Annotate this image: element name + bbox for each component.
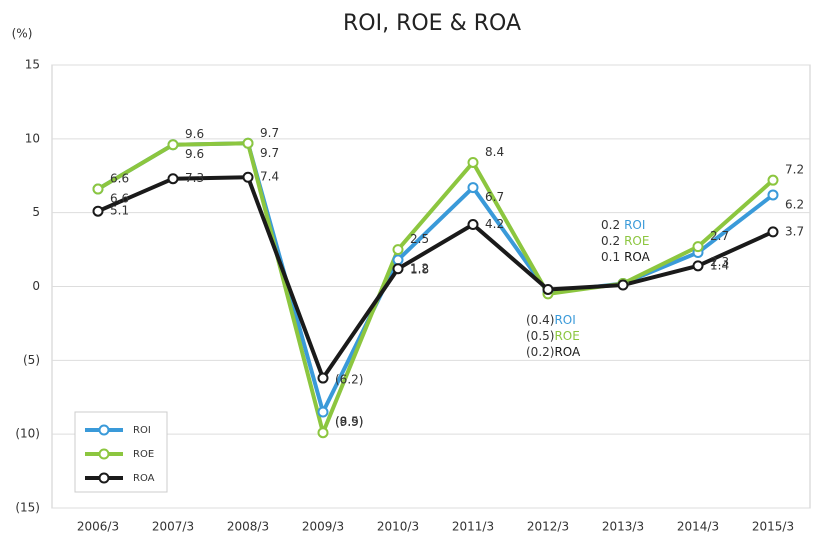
- data-label: (9.9): [335, 415, 363, 429]
- data-label-series: ROA: [554, 345, 581, 359]
- point: [392, 263, 404, 275]
- point: [317, 372, 329, 384]
- data-label: (0.2)ROA: [526, 345, 581, 359]
- data-label: (0.5)ROE: [526, 329, 580, 343]
- series-line: [97, 175, 774, 381]
- point: [317, 427, 329, 439]
- data-label-value: (0.5): [526, 329, 554, 343]
- y-tick-label: 10: [25, 131, 40, 145]
- data-label: 1.2: [410, 261, 429, 275]
- x-tick-label: 2007/3: [152, 520, 194, 534]
- series-line: [96, 141, 775, 435]
- data-label: 2.7: [710, 229, 729, 243]
- point: [467, 218, 479, 230]
- point: [242, 171, 254, 183]
- legend-label: ROE: [133, 449, 154, 460]
- legend-marker: [98, 424, 110, 436]
- chart-title: ROI, ROE & ROA: [343, 11, 521, 36]
- data-label: 6.2: [785, 197, 804, 211]
- data-label: 4.2: [485, 217, 504, 231]
- x-tick-label: 2013/3: [602, 520, 644, 534]
- data-label: 9.6: [185, 147, 204, 161]
- legend-marker: [98, 472, 110, 484]
- data-label: 9.7: [260, 146, 279, 160]
- legend-label: ROA: [133, 473, 155, 484]
- point: [767, 226, 779, 238]
- data-label-value: 0.2: [601, 234, 620, 248]
- point: [767, 174, 779, 186]
- data-label-value: (0.2): [526, 345, 554, 359]
- data-label-value: 0.1: [601, 250, 620, 264]
- data-label: 7.3: [185, 171, 204, 185]
- point: [92, 183, 104, 195]
- legend-label: ROI: [133, 425, 151, 436]
- data-label-series: ROI: [554, 313, 575, 327]
- data-label-series: ROE: [554, 329, 579, 343]
- data-label: 0.1 ROA: [601, 250, 651, 264]
- x-tick-label: 2012/3: [527, 520, 569, 534]
- data-label: 2.3: [710, 255, 729, 269]
- point: [467, 182, 479, 194]
- x-tick-label: 2010/3: [377, 520, 419, 534]
- data-label: 7.2: [785, 163, 804, 177]
- x-tick-label: 2015/3: [752, 520, 794, 534]
- data-label-series: ROE: [624, 234, 649, 248]
- data-label: 5.1: [110, 204, 129, 218]
- data-label-value: (0.4): [526, 313, 554, 327]
- data-label-value: 0.2: [601, 218, 620, 232]
- data-label: 0.2 ROE: [601, 234, 649, 248]
- point: [767, 189, 779, 201]
- x-tick-label: 2006/3: [77, 520, 119, 534]
- data-label: 7.4: [260, 170, 279, 184]
- data-label: 1.4: [710, 258, 729, 272]
- point: [317, 406, 329, 418]
- data-label: 1.8: [410, 262, 429, 276]
- data-label: (0.4)ROI: [526, 313, 576, 327]
- point: [692, 241, 704, 253]
- x-tick-label: 2008/3: [227, 520, 269, 534]
- data-label: (6.2): [335, 373, 363, 387]
- data-label: 9.6: [185, 127, 204, 141]
- point: [92, 205, 104, 217]
- data-label: (8.5): [335, 415, 363, 429]
- point: [167, 173, 179, 185]
- data-label: 6.6: [110, 172, 129, 186]
- point: [167, 139, 179, 151]
- data-label: 2.5: [410, 232, 429, 246]
- point: [617, 279, 629, 291]
- point: [692, 260, 704, 272]
- y-tick-label: 5: [32, 205, 40, 219]
- y-tick-label: (10): [15, 427, 40, 441]
- point: [392, 254, 404, 266]
- data-label: 8.4: [485, 145, 504, 159]
- point: [542, 283, 554, 295]
- data-label: 6.6: [110, 192, 129, 206]
- data-label: 3.7: [785, 224, 804, 238]
- point: [467, 156, 479, 168]
- y-unit: (%): [12, 27, 33, 41]
- x-tick-label: 2011/3: [452, 520, 494, 534]
- data-label: 9.7: [260, 126, 279, 140]
- legend-marker: [98, 448, 110, 460]
- data-label-series: ROI: [624, 218, 645, 232]
- x-tick-label: 2009/3: [302, 520, 344, 534]
- y-tick-label: (15): [15, 501, 40, 515]
- point: [392, 244, 404, 256]
- data-label: 6.7: [485, 190, 504, 204]
- y-tick-label: (5): [23, 353, 40, 367]
- y-tick-label: 15: [25, 58, 40, 72]
- y-tick-label: 0: [32, 279, 40, 293]
- data-label-series: ROA: [624, 250, 651, 264]
- data-label: 0.2 ROI: [601, 218, 645, 232]
- x-tick-label: 2014/3: [677, 520, 719, 534]
- point: [242, 137, 254, 149]
